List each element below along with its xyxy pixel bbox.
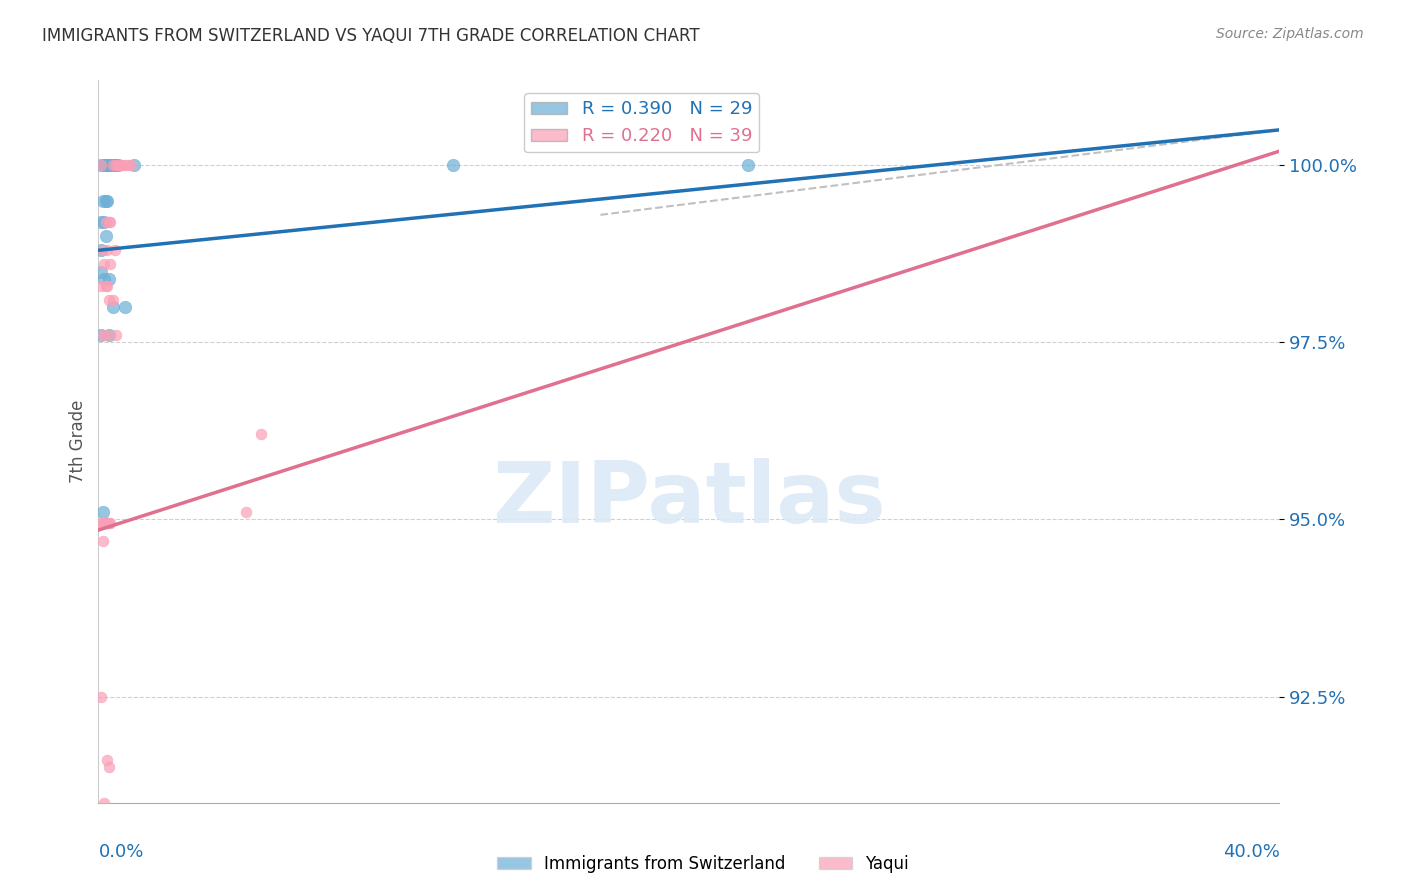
- Point: [110, 158, 132, 172]
- Point: [103, 158, 125, 172]
- Point: [90, 158, 112, 172]
- Point: [97, 328, 120, 343]
- Point: [93, 516, 115, 530]
- Point: [94, 229, 117, 244]
- Point: [90, 516, 112, 530]
- Point: [94, 278, 117, 293]
- Point: [91, 516, 114, 530]
- Point: [117, 158, 139, 172]
- Point: [94, 215, 117, 229]
- Text: IMMIGRANTS FROM SWITZERLAND VS YAQUI 7TH GRADE CORRELATION CHART: IMMIGRANTS FROM SWITZERLAND VS YAQUI 7TH…: [42, 27, 700, 45]
- Point: [96, 244, 118, 258]
- Point: [114, 158, 136, 172]
- Point: [105, 158, 128, 172]
- Point: [90, 158, 112, 172]
- Point: [103, 158, 125, 172]
- Point: [90, 278, 112, 293]
- Legend: Immigrants from Switzerland, Yaqui: Immigrants from Switzerland, Yaqui: [491, 848, 915, 880]
- Point: [96, 158, 118, 172]
- Point: [103, 293, 125, 307]
- Point: [120, 158, 142, 172]
- Text: ZIPatlas: ZIPatlas: [492, 458, 886, 541]
- Point: [441, 158, 464, 172]
- Point: [93, 215, 115, 229]
- Point: [93, 271, 115, 285]
- Point: [91, 244, 114, 258]
- Y-axis label: 7th Grade: 7th Grade: [69, 400, 87, 483]
- Point: [111, 158, 134, 172]
- Point: [94, 194, 117, 208]
- Point: [93, 796, 115, 810]
- Point: [97, 293, 120, 307]
- Point: [96, 328, 118, 343]
- Point: [107, 158, 129, 172]
- Point: [96, 278, 118, 293]
- Point: [98, 257, 121, 271]
- Point: [90, 264, 112, 278]
- Point: [250, 427, 273, 442]
- Point: [97, 158, 120, 172]
- Point: [235, 505, 257, 519]
- Point: [90, 690, 112, 704]
- Legend: R = 0.390   N = 29, R = 0.220   N = 39: R = 0.390 N = 29, R = 0.220 N = 39: [524, 93, 759, 153]
- Point: [93, 257, 115, 271]
- Point: [96, 753, 118, 767]
- Text: 0.0%: 0.0%: [98, 843, 143, 861]
- Point: [98, 516, 121, 530]
- Point: [97, 271, 120, 285]
- Point: [96, 516, 118, 530]
- Point: [114, 300, 136, 314]
- Point: [90, 215, 112, 229]
- Point: [104, 158, 127, 172]
- Point: [105, 810, 128, 824]
- Point: [97, 215, 120, 229]
- Point: [122, 158, 145, 172]
- Point: [94, 158, 117, 172]
- Point: [105, 328, 128, 343]
- Point: [97, 760, 120, 774]
- Point: [98, 215, 121, 229]
- Point: [100, 158, 122, 172]
- Point: [97, 516, 120, 530]
- Point: [96, 194, 118, 208]
- Point: [91, 328, 114, 343]
- Point: [107, 158, 129, 172]
- Point: [91, 194, 114, 208]
- Point: [98, 158, 121, 172]
- Point: [90, 328, 112, 343]
- Point: [105, 158, 128, 172]
- Text: 40.0%: 40.0%: [1223, 843, 1279, 861]
- Point: [94, 516, 117, 530]
- Text: Source: ZipAtlas.com: Source: ZipAtlas.com: [1216, 27, 1364, 41]
- Point: [93, 158, 115, 172]
- Point: [103, 300, 125, 314]
- Point: [104, 244, 127, 258]
- Point: [90, 244, 112, 258]
- Point: [91, 533, 114, 548]
- Point: [91, 505, 114, 519]
- Point: [737, 158, 759, 172]
